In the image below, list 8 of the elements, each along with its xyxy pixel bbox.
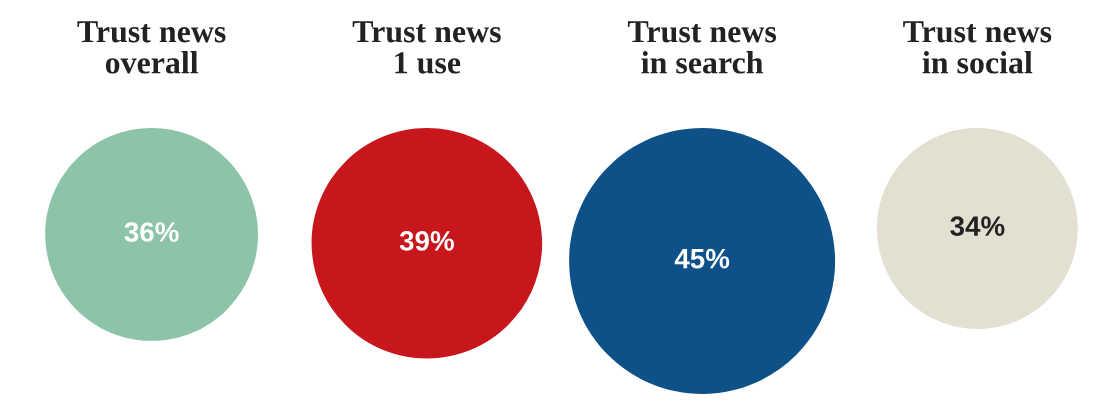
category-label: Trust news overall xyxy=(77,21,226,74)
category-label: Trust news in social xyxy=(903,21,1052,74)
data-label: 39% xyxy=(399,231,454,251)
data-label: 34% xyxy=(950,216,1005,236)
data-label: 36% xyxy=(124,222,179,242)
category-label: Trust news in search xyxy=(627,21,777,74)
data-label: 45% xyxy=(674,248,730,269)
category-label: Trust news 1 use xyxy=(352,21,501,74)
